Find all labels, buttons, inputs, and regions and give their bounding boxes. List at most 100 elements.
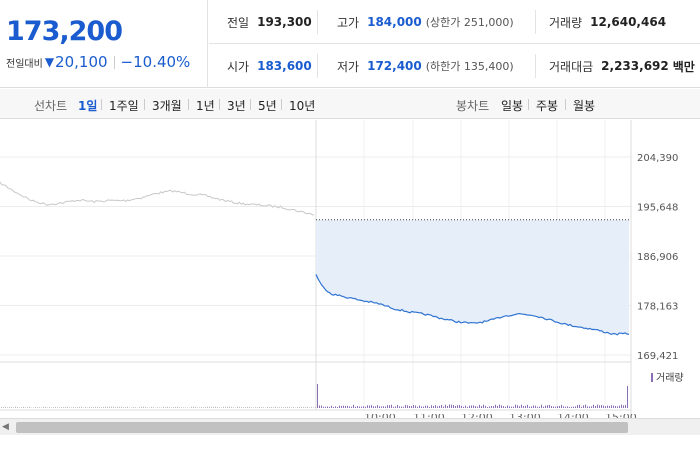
volume-bar — [525, 405, 526, 408]
scrollbar-thumb[interactable] — [16, 422, 628, 433]
volume-bar — [111, 406, 112, 408]
volume-bar — [495, 404, 496, 408]
divider — [535, 54, 536, 78]
volume-bar — [557, 406, 558, 408]
scroll-left-arrow-icon[interactable]: ◀ — [2, 422, 9, 432]
volume-bar — [203, 407, 204, 408]
volume-bar — [613, 405, 614, 408]
volume-bar — [325, 406, 326, 408]
volume-legend-label: 거래량 — [656, 372, 684, 384]
stat-label: 전일 — [227, 15, 250, 30]
volume-bar — [465, 405, 466, 408]
volume-bar — [135, 407, 136, 408]
volume-bar — [165, 407, 166, 408]
volume-bar — [367, 405, 368, 408]
volume-bar — [481, 406, 482, 408]
stats-row-bottom: 시가 183,600 저가 172,400 (하한가 135,400) 거래대금… — [209, 44, 700, 88]
volume-bar — [61, 406, 62, 408]
volume-bar — [531, 406, 532, 408]
volume-bar — [551, 406, 552, 408]
range-1week-button[interactable]: 1주일 — [109, 99, 139, 113]
change-row: 전일대비 ▼ 20,100 −10.40% — [6, 53, 190, 71]
volume-bar — [545, 405, 546, 408]
volume-bar — [503, 406, 504, 408]
range-3year-button[interactable]: 3년 — [227, 99, 246, 113]
volume-bar — [373, 406, 374, 408]
volume-bar — [339, 405, 340, 408]
volume-bar — [417, 406, 418, 408]
range-3month-button[interactable]: 3개월 — [152, 99, 182, 113]
change-rate: −10.40% — [120, 53, 191, 71]
stat-low: 저가 172,400 (하한가 135,400) — [337, 44, 514, 88]
volume-bar — [491, 406, 492, 408]
volume-bar — [3, 407, 4, 408]
daily-candle-button[interactable]: 일봉 — [501, 99, 524, 113]
stat-value: 2,233,692 — [601, 59, 669, 73]
range-5year-button[interactable]: 5년 — [258, 99, 277, 113]
volume-bar — [421, 406, 422, 408]
volume-bar — [11, 406, 12, 408]
volume-bar — [1, 406, 2, 408]
volume-bar — [291, 407, 292, 408]
volume-bar — [105, 406, 106, 408]
change-label: 전일대비 — [6, 58, 43, 70]
monthly-candle-button[interactable]: 월봉 — [573, 99, 596, 113]
volume-bar — [233, 407, 234, 408]
volume-bar — [33, 407, 34, 408]
horizontal-scrollbar[interactable]: ◀ — [0, 418, 700, 435]
weekly-candle-button[interactable]: 주봉 — [536, 99, 559, 113]
volume-bar — [435, 405, 436, 408]
range-1day-button[interactable]: 1일 — [78, 99, 98, 113]
stat-value: 193,300 — [257, 15, 312, 29]
volume-bar — [303, 407, 304, 408]
volume-bar — [227, 406, 228, 408]
volume-bar — [207, 406, 208, 408]
divider — [565, 99, 566, 110]
volume-bar — [377, 405, 378, 408]
volume-bar — [427, 405, 428, 408]
volume-bar — [255, 407, 256, 408]
volume-bar — [321, 405, 322, 408]
volume-bar — [409, 405, 410, 408]
volume-bar — [425, 405, 426, 408]
volume-bar — [563, 406, 564, 408]
stat-label: 시가 — [227, 59, 250, 74]
volume-bar — [57, 407, 58, 408]
volume-bar — [505, 406, 506, 408]
volume-bar — [577, 405, 578, 408]
volume-bar — [361, 406, 362, 408]
volume-bar — [63, 407, 64, 408]
volume-bar — [559, 405, 560, 408]
volume-bar — [9, 406, 10, 408]
volume-bar — [413, 405, 414, 408]
volume-bar — [597, 404, 598, 408]
volume-bar — [87, 407, 88, 408]
volume-bar — [477, 406, 478, 408]
range-10year-button[interactable]: 10년 — [289, 99, 316, 113]
price-chart[interactable]: 204,390 195,648 186,906 178,163 169,421 거래량 — [0, 120, 700, 418]
volume-bar — [283, 407, 284, 408]
divider — [144, 99, 145, 110]
volume-bar — [585, 404, 586, 408]
volume-bar — [103, 406, 104, 408]
stat-open: 시가 183,600 — [227, 44, 312, 88]
volume-bar — [379, 406, 380, 408]
volume-bar — [569, 406, 570, 408]
volume-bar — [133, 406, 134, 408]
volume-bar — [565, 406, 566, 408]
volume-bar — [319, 405, 320, 408]
volume-bar — [89, 406, 90, 408]
y-tick-label: 204,390 — [637, 153, 678, 164]
volume-bar — [625, 404, 626, 408]
volume-bar — [281, 407, 282, 408]
range-1year-button[interactable]: 1년 — [196, 99, 215, 113]
volume-bar — [509, 406, 510, 408]
volume-bar — [271, 406, 272, 408]
stat-value: 172,400 — [367, 59, 422, 73]
volume-bar — [147, 407, 148, 408]
previous-day-price-line — [0, 181, 315, 216]
volume-bar — [473, 405, 474, 408]
volume-bar — [205, 406, 206, 408]
volume-bar — [247, 406, 248, 408]
volume-bar — [119, 406, 120, 408]
